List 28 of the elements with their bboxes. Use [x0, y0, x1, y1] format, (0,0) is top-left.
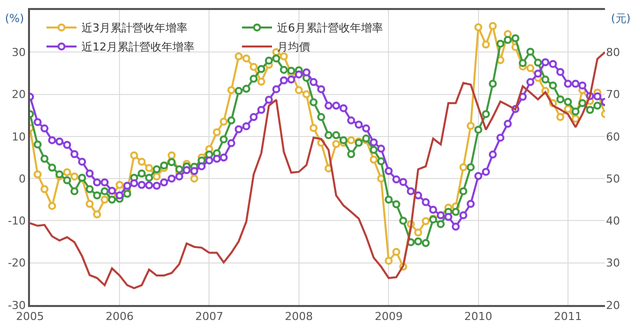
- y-tick-label: -10: [8, 214, 26, 228]
- y2-tick-label: 40: [606, 214, 620, 228]
- x-tick-label: 2011: [554, 310, 582, 324]
- y2-tick-label: 30: [606, 256, 620, 270]
- y-tick-label: -20: [8, 256, 26, 270]
- legend-label: 近3月累計營收年增率: [82, 22, 188, 35]
- y2-axis-title: (元): [611, 12, 631, 25]
- y-tick-label: 30: [12, 46, 26, 59]
- x-tick-label: 2005: [16, 310, 44, 324]
- legend-label: 近12月累計營收年增率: [82, 40, 194, 54]
- x-tick-label: 2008: [284, 310, 313, 324]
- y-axis-title: (%): [5, 12, 24, 25]
- y2-tick-label: 80: [606, 46, 620, 59]
- y2-tick-label: 20: [606, 298, 620, 312]
- y-tick-label: 10: [12, 130, 26, 144]
- y-tick-label: 0: [18, 172, 26, 186]
- x-tick-label: 2009: [374, 310, 403, 324]
- x-tick-label: 2006: [106, 310, 134, 324]
- y2-tick-label: 50: [606, 172, 620, 186]
- x-tick-label: 2010: [464, 310, 492, 324]
- legend-label: 近6月累計營收年增率: [277, 22, 383, 35]
- y-tick-label: 20: [12, 88, 26, 102]
- x-tick-label: 2007: [195, 310, 224, 324]
- legend-label: 月均價: [277, 40, 310, 54]
- y-tick-label: -30: [8, 298, 26, 312]
- y2-tick-label: 70: [606, 88, 620, 102]
- line-series: [30, 51, 605, 290]
- y2-tick-label: 60: [606, 130, 620, 144]
